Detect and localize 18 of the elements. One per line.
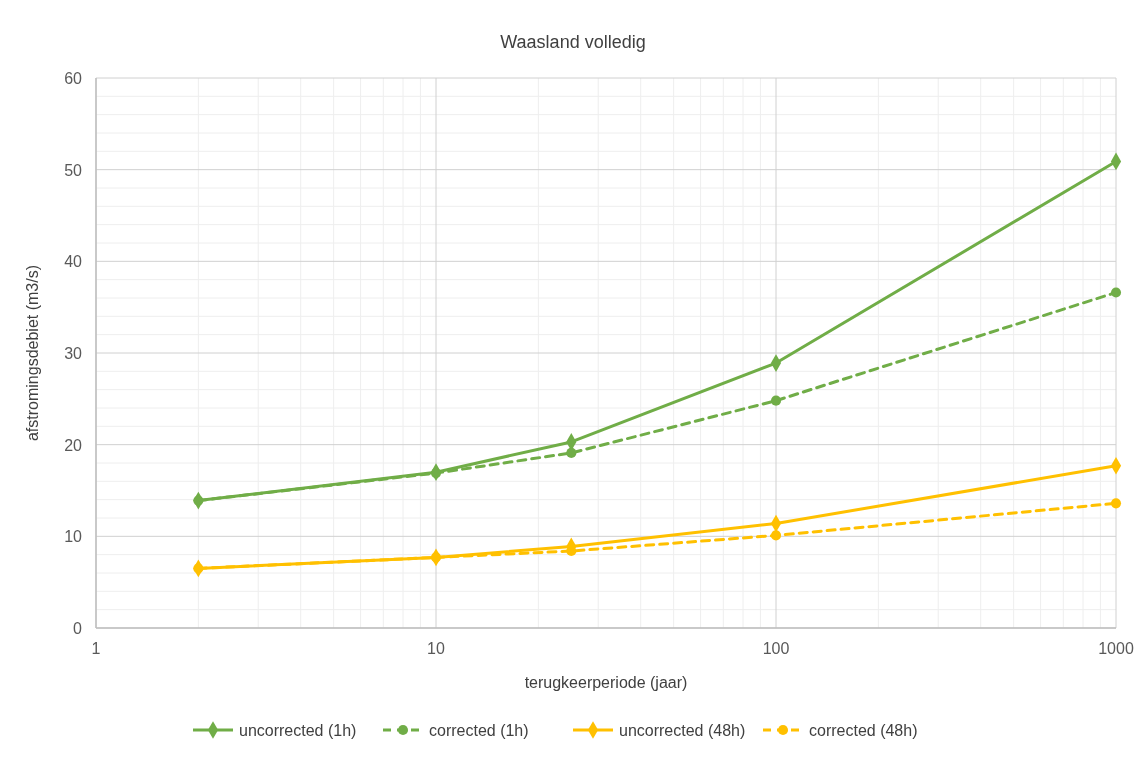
legend-label: uncorrected (48h)	[619, 722, 746, 739]
y-axis-title: afstromingsdebiet (m3/s)	[24, 264, 41, 442]
y-tick-label: 50	[64, 161, 83, 179]
y-tick-label: 60	[64, 70, 83, 87]
x-tick-label: 100	[762, 640, 790, 657]
legend-label: corrected (48h)	[809, 722, 918, 739]
legend-label: corrected (1h)	[429, 722, 529, 739]
y-tick-label: 20	[64, 436, 83, 454]
y-tick-label: 30	[64, 345, 83, 362]
y-tick-label: 0	[73, 620, 83, 637]
legend-label: uncorrected (1h)	[239, 722, 357, 739]
x-tick-label: 10	[427, 640, 445, 657]
chart-title: Waasland volledig	[500, 32, 646, 52]
y-tick-label: 40	[64, 253, 83, 271]
x-axis-title: terugkeerperiode (jaar)	[524, 674, 688, 691]
y-tick-label: 10	[64, 528, 83, 546]
x-tick-label: 1	[91, 640, 101, 657]
x-tick-label: 1000	[1098, 640, 1134, 657]
